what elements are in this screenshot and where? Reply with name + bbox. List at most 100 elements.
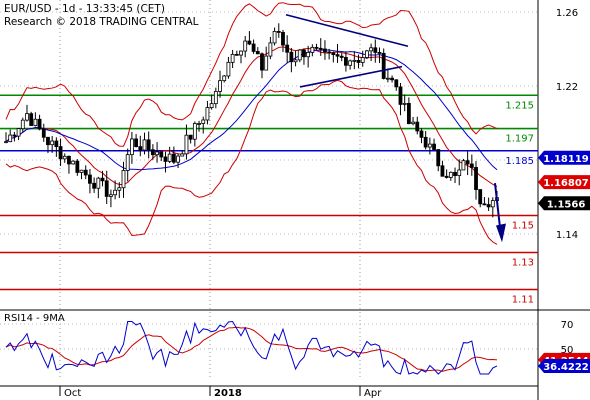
candle-body <box>205 107 210 121</box>
candle-body <box>67 155 71 165</box>
candle-body <box>339 55 344 58</box>
candle-body <box>323 48 327 53</box>
candle-body <box>71 160 76 165</box>
candle-body <box>192 123 197 140</box>
candle-body <box>251 43 256 52</box>
time-axis-tick: 2018 <box>214 388 242 399</box>
candle-body <box>427 143 432 148</box>
rsi-axis-tick: 50 <box>561 345 574 356</box>
candle-body <box>201 119 206 124</box>
candle-body <box>33 118 38 126</box>
candle-body <box>348 60 353 66</box>
candle-body <box>234 53 239 56</box>
candle-body <box>444 175 449 178</box>
price-tag-label: 1.18119 <box>543 154 589 165</box>
rsi-tag-label: 36.4222 <box>543 362 589 373</box>
candle-body <box>306 51 311 58</box>
price-axis-tick: 1.14 <box>556 230 578 241</box>
level-label: 1.215 <box>505 100 534 111</box>
rsi-tag-box <box>538 358 590 373</box>
price-tag-label: 1.1566 <box>547 199 586 210</box>
candle-body <box>54 140 59 147</box>
candle-body <box>167 153 172 162</box>
candle-body <box>490 200 495 208</box>
candle-body <box>62 155 67 160</box>
candle-body <box>369 47 374 52</box>
candle-body <box>79 169 84 173</box>
candle-body <box>188 134 193 140</box>
candle-body <box>113 189 118 196</box>
candle-body <box>150 149 155 156</box>
rsi-axis-tick: 70 <box>561 320 574 331</box>
level-label: 1.197 <box>505 134 534 145</box>
candle-body <box>226 61 231 77</box>
candle-body <box>134 138 138 147</box>
candle-body <box>415 121 420 132</box>
candle-body <box>264 55 269 71</box>
candle-body <box>381 52 386 79</box>
candle-body <box>243 40 248 52</box>
candle-body <box>88 174 92 184</box>
candle-body <box>436 149 441 167</box>
candle-body <box>50 140 55 146</box>
candle-body <box>100 177 105 182</box>
price-tags: 1.18119 1.16807 1.1566 <box>538 150 590 211</box>
candle-body <box>16 128 21 137</box>
candle-body <box>83 169 88 176</box>
candle-body <box>423 136 428 148</box>
candle-body <box>285 44 290 53</box>
forecast-arrow-head <box>496 223 506 243</box>
candle-body <box>8 134 13 143</box>
candle-body <box>411 121 415 125</box>
chart-header-line2: Research © 2018 TRADING CENTRAL <box>4 16 199 28</box>
candle-body <box>37 118 42 130</box>
candle-body <box>230 53 235 63</box>
price-axis-tick: 1.26 <box>556 8 578 19</box>
candle-body <box>432 143 436 150</box>
bollinger-upper <box>5 2 498 147</box>
bollinger-lower <box>5 79 498 245</box>
candle-body <box>276 31 281 33</box>
candle-body <box>385 77 390 80</box>
level-label: 1.11 <box>512 295 534 306</box>
candle-body <box>310 46 315 53</box>
candle-body <box>390 77 394 81</box>
candle-body <box>352 59 357 62</box>
candle-body <box>239 50 243 56</box>
candle-body <box>318 47 323 50</box>
rsi-panel: 705041.254436.4222 <box>0 320 590 375</box>
candle-body <box>255 51 260 55</box>
candle-body <box>41 128 46 138</box>
candle-body <box>453 171 457 176</box>
candle-body <box>360 57 365 63</box>
candle-body <box>155 151 159 156</box>
candle-body <box>109 194 113 197</box>
candle-body <box>302 49 306 58</box>
grid-lines <box>0 0 538 378</box>
candle-body <box>159 151 164 158</box>
candle-body <box>222 75 227 82</box>
candle-body <box>478 189 483 205</box>
candle-body <box>335 54 340 57</box>
rsi-ma-line <box>5 326 498 372</box>
bollinger-bands <box>5 2 498 245</box>
candle-body <box>125 154 130 171</box>
candle-body <box>461 160 466 171</box>
candle-body <box>331 52 336 55</box>
candle-body <box>121 170 126 189</box>
candle-body <box>297 49 302 61</box>
candle-body <box>75 160 80 173</box>
price-candles <box>4 23 499 218</box>
candle-body <box>218 80 222 92</box>
time-axis-tick: Apr <box>364 388 382 399</box>
candle-body <box>398 86 403 105</box>
candle-body <box>419 130 424 138</box>
candle-body <box>365 50 369 58</box>
candle-body <box>213 91 218 105</box>
rsi-line <box>5 320 498 375</box>
bollinger-middle <box>5 46 498 187</box>
candle-body <box>440 165 445 177</box>
candle-body <box>394 79 399 88</box>
candle-body <box>486 204 491 208</box>
